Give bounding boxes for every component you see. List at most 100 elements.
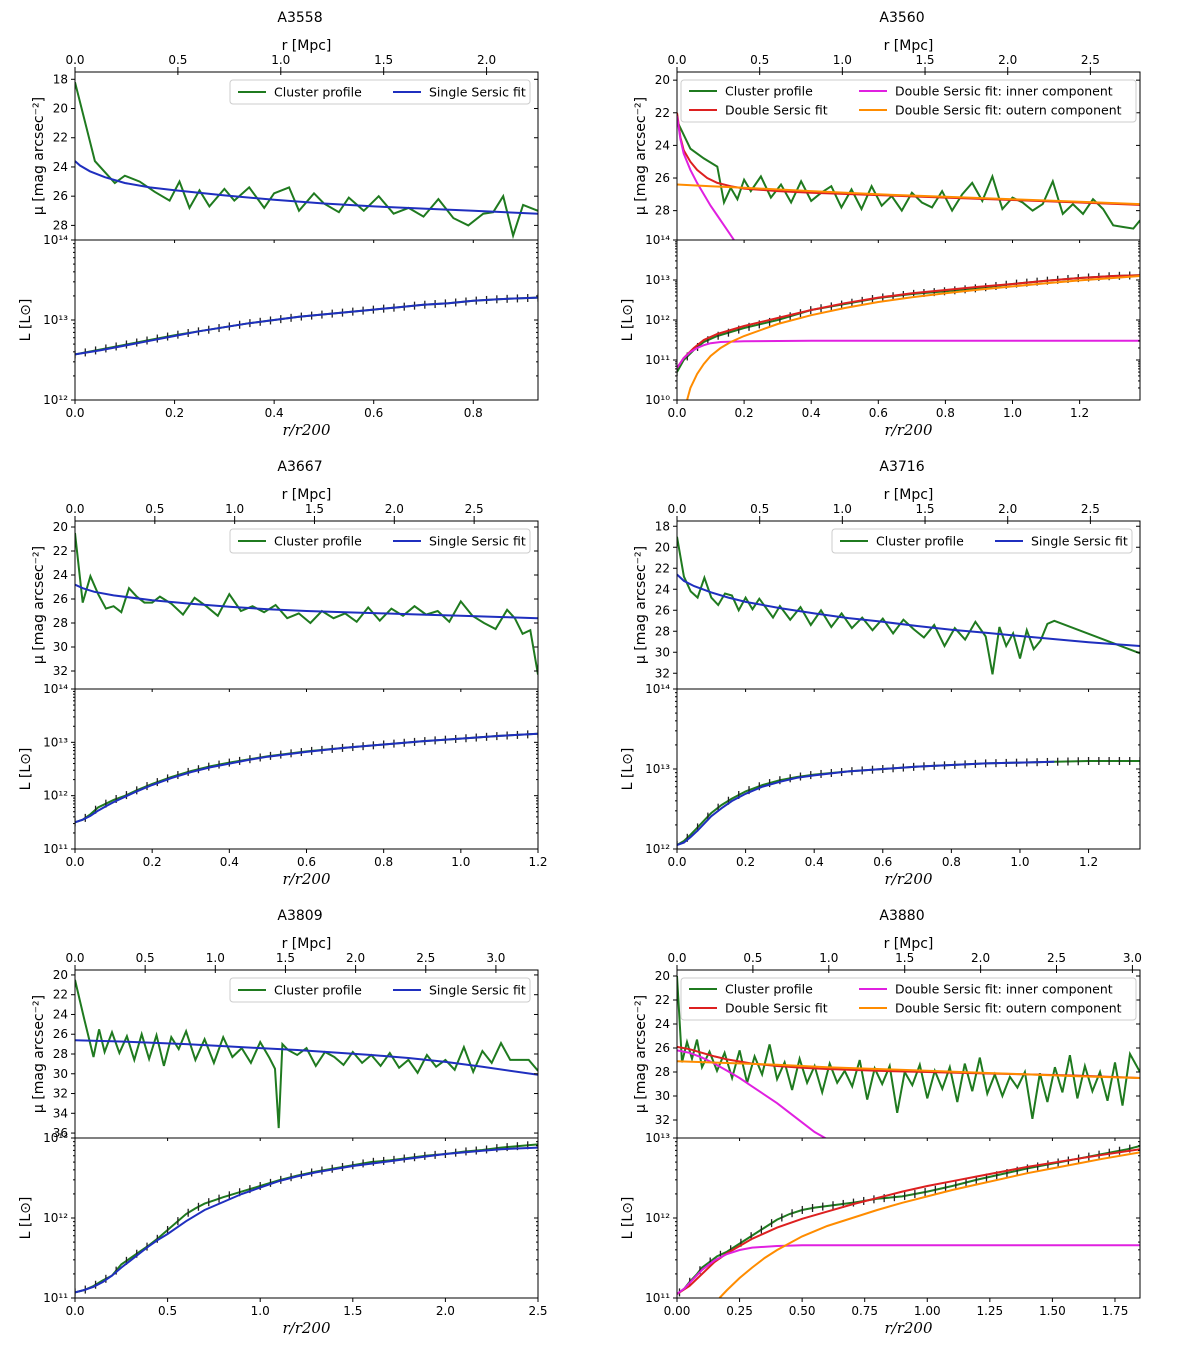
panel-title: A3560	[879, 10, 924, 26]
x-tick-label: 0.0	[667, 406, 686, 420]
legend: Cluster profile Single Sersic fit	[831, 528, 1133, 554]
L-plot-area	[677, 757, 1140, 849]
L-tick-label: 10¹²	[43, 789, 68, 803]
x-tick-label: 1.2	[1079, 855, 1098, 869]
top-tick-label: 1.0	[225, 502, 244, 516]
top-tick-label: 2.5	[1081, 53, 1100, 67]
mu-tick-label: 18	[655, 519, 670, 533]
mu-tick-label: 18	[53, 72, 68, 86]
top-tick-label: 2.5	[1047, 951, 1066, 965]
mu-tick-label: 28	[53, 616, 68, 630]
L-series-single-sersic-fit	[75, 732, 538, 824]
x-tick-label: 1.5	[343, 1304, 362, 1318]
L-tick-label: 10¹²	[645, 842, 670, 856]
bottom-axis-label: r/r200	[884, 421, 932, 439]
x-tick-label: 0.75	[851, 1304, 878, 1318]
L-axes-frame	[74, 1137, 539, 1299]
top-axis-label: r [Mpc]	[282, 487, 332, 503]
L-tick-label: 10¹⁴	[645, 233, 670, 247]
top-tick-label: 0.0	[65, 502, 84, 516]
mu-series-double-sersic-fit	[677, 112, 1140, 206]
mu-tick-label: 28	[53, 1047, 68, 1061]
mu-tick-label: 32	[53, 1087, 68, 1101]
mu-series-single-sersic-fit	[677, 573, 1140, 647]
top-axis-label: r [Mpc]	[282, 936, 332, 952]
L-axes-frame	[676, 1137, 1141, 1299]
legend: Cluster profile Double Sersic fit: inner …	[680, 79, 1137, 123]
mu-series-cluster-profile	[75, 979, 538, 1129]
top-tick-label: 0.5	[750, 53, 769, 67]
x-tick-label: 0.25	[726, 1304, 753, 1318]
L-tick-label: 10¹¹	[43, 842, 68, 856]
mu-plot-area	[677, 536, 1140, 675]
x-tick-label: 0.2	[165, 406, 184, 420]
L-tick-label: 10¹⁴	[43, 233, 68, 247]
mu-tick-label: 26	[655, 171, 670, 185]
top-tick-label: 2.0	[477, 53, 496, 67]
legend-label: Cluster profile	[876, 534, 964, 549]
mu-tick-label: 36	[53, 1126, 68, 1140]
x-tick-label: 0.2	[736, 855, 755, 869]
top-tick-label: 2.0	[346, 951, 365, 965]
mu-plot-area	[75, 979, 538, 1129]
L-axis-label: L [L⊙]	[18, 299, 34, 342]
mu-tick-label: 20	[655, 540, 670, 554]
L-tick-label: 10¹¹	[43, 1291, 68, 1305]
mu-series-double-sersic-fit-inner-component	[677, 1049, 828, 1138]
mu-tick-label: 30	[53, 1067, 68, 1081]
bottom-axis-label: r/r200	[884, 870, 932, 888]
mu-tick-label: 20	[53, 102, 68, 116]
legend: Cluster profile Single Sersic fit	[229, 528, 531, 554]
L-tick-label: 10¹²	[43, 1211, 68, 1225]
L-tick-label: 10¹¹	[645, 353, 670, 367]
x-tick-label: 0.4	[805, 855, 824, 869]
panel-a3560: A3560 r [Mpc] 0.0 0.5 1.0 1.5 2.0 2.5 20 22 24 26 28…	[620, 10, 1141, 439]
x-tick-label: 0.2	[143, 855, 162, 869]
mu-tick-label: 28	[655, 204, 670, 218]
bottom-axis-label: r/r200	[282, 1319, 330, 1337]
mu-axis-label: μ [mag arcsec⁻²]	[31, 546, 47, 664]
L-series-double-sersic-fit-inner-component	[677, 339, 1140, 369]
mu-axis-label: μ [mag arcsec⁻²]	[633, 995, 649, 1113]
mu-series-double-sersic-fit-outern-component	[677, 1060, 1140, 1079]
L-series-single-sersic-fit	[677, 760, 1055, 846]
L-tick-label: 10¹³	[645, 762, 670, 776]
top-tick-label: 0.5	[145, 502, 164, 516]
mu-tick-label: 22	[655, 993, 670, 1007]
top-tick-label: 1.0	[833, 502, 852, 516]
legend-label: Double Sersic fit	[725, 103, 828, 118]
x-tick-label: 0.8	[374, 855, 393, 869]
x-tick-label: 1.0	[451, 855, 470, 869]
legend-label: Double Sersic fit: outern component	[895, 103, 1122, 118]
L-axes-frame	[74, 239, 539, 401]
L-axis-label: L [L⊙]	[620, 748, 636, 791]
mu-series-cluster-profile	[677, 975, 1140, 1119]
mu-series-cluster-profile	[75, 81, 538, 240]
panel-title: A3558	[277, 10, 322, 26]
mu-tick-label: 24	[655, 138, 670, 152]
L-series-double-sersic-fit-outern-component	[718, 1151, 1140, 1298]
x-tick-label: 0.5	[158, 1304, 177, 1318]
top-tick-label: 1.0	[833, 53, 852, 67]
L-series-cluster-profile	[678, 1145, 1140, 1294]
mu-tick-label: 24	[53, 160, 68, 174]
mu-axis-label: μ [mag arcsec⁻²]	[31, 995, 47, 1113]
bottom-axis-label: r/r200	[282, 870, 330, 888]
top-tick-label: 1.5	[276, 951, 295, 965]
x-tick-label: 2.5	[528, 1304, 547, 1318]
legend-label: Double Sersic fit	[725, 1001, 828, 1016]
mu-series-double-sersic-fit-outern-component	[677, 183, 1140, 206]
mu-series-single-sersic-fit	[75, 583, 538, 620]
top-axis-label: r [Mpc]	[884, 936, 934, 952]
legend-frame	[229, 528, 531, 554]
L-tick-label: 10¹²	[43, 393, 68, 407]
x-tick-label: 0.2	[735, 406, 754, 420]
legend: Cluster profile Double Sersic fit: inner …	[680, 977, 1137, 1021]
mu-tick-label: 26	[655, 603, 670, 617]
top-tick-label: 1.5	[305, 502, 324, 516]
top-axis-label: r [Mpc]	[884, 487, 934, 503]
top-tick-label: 2.5	[416, 951, 435, 965]
x-tick-label: 1.75	[1102, 1304, 1129, 1318]
L-series-single-sersic-fit	[75, 296, 538, 356]
legend-label: Cluster profile	[274, 85, 362, 100]
